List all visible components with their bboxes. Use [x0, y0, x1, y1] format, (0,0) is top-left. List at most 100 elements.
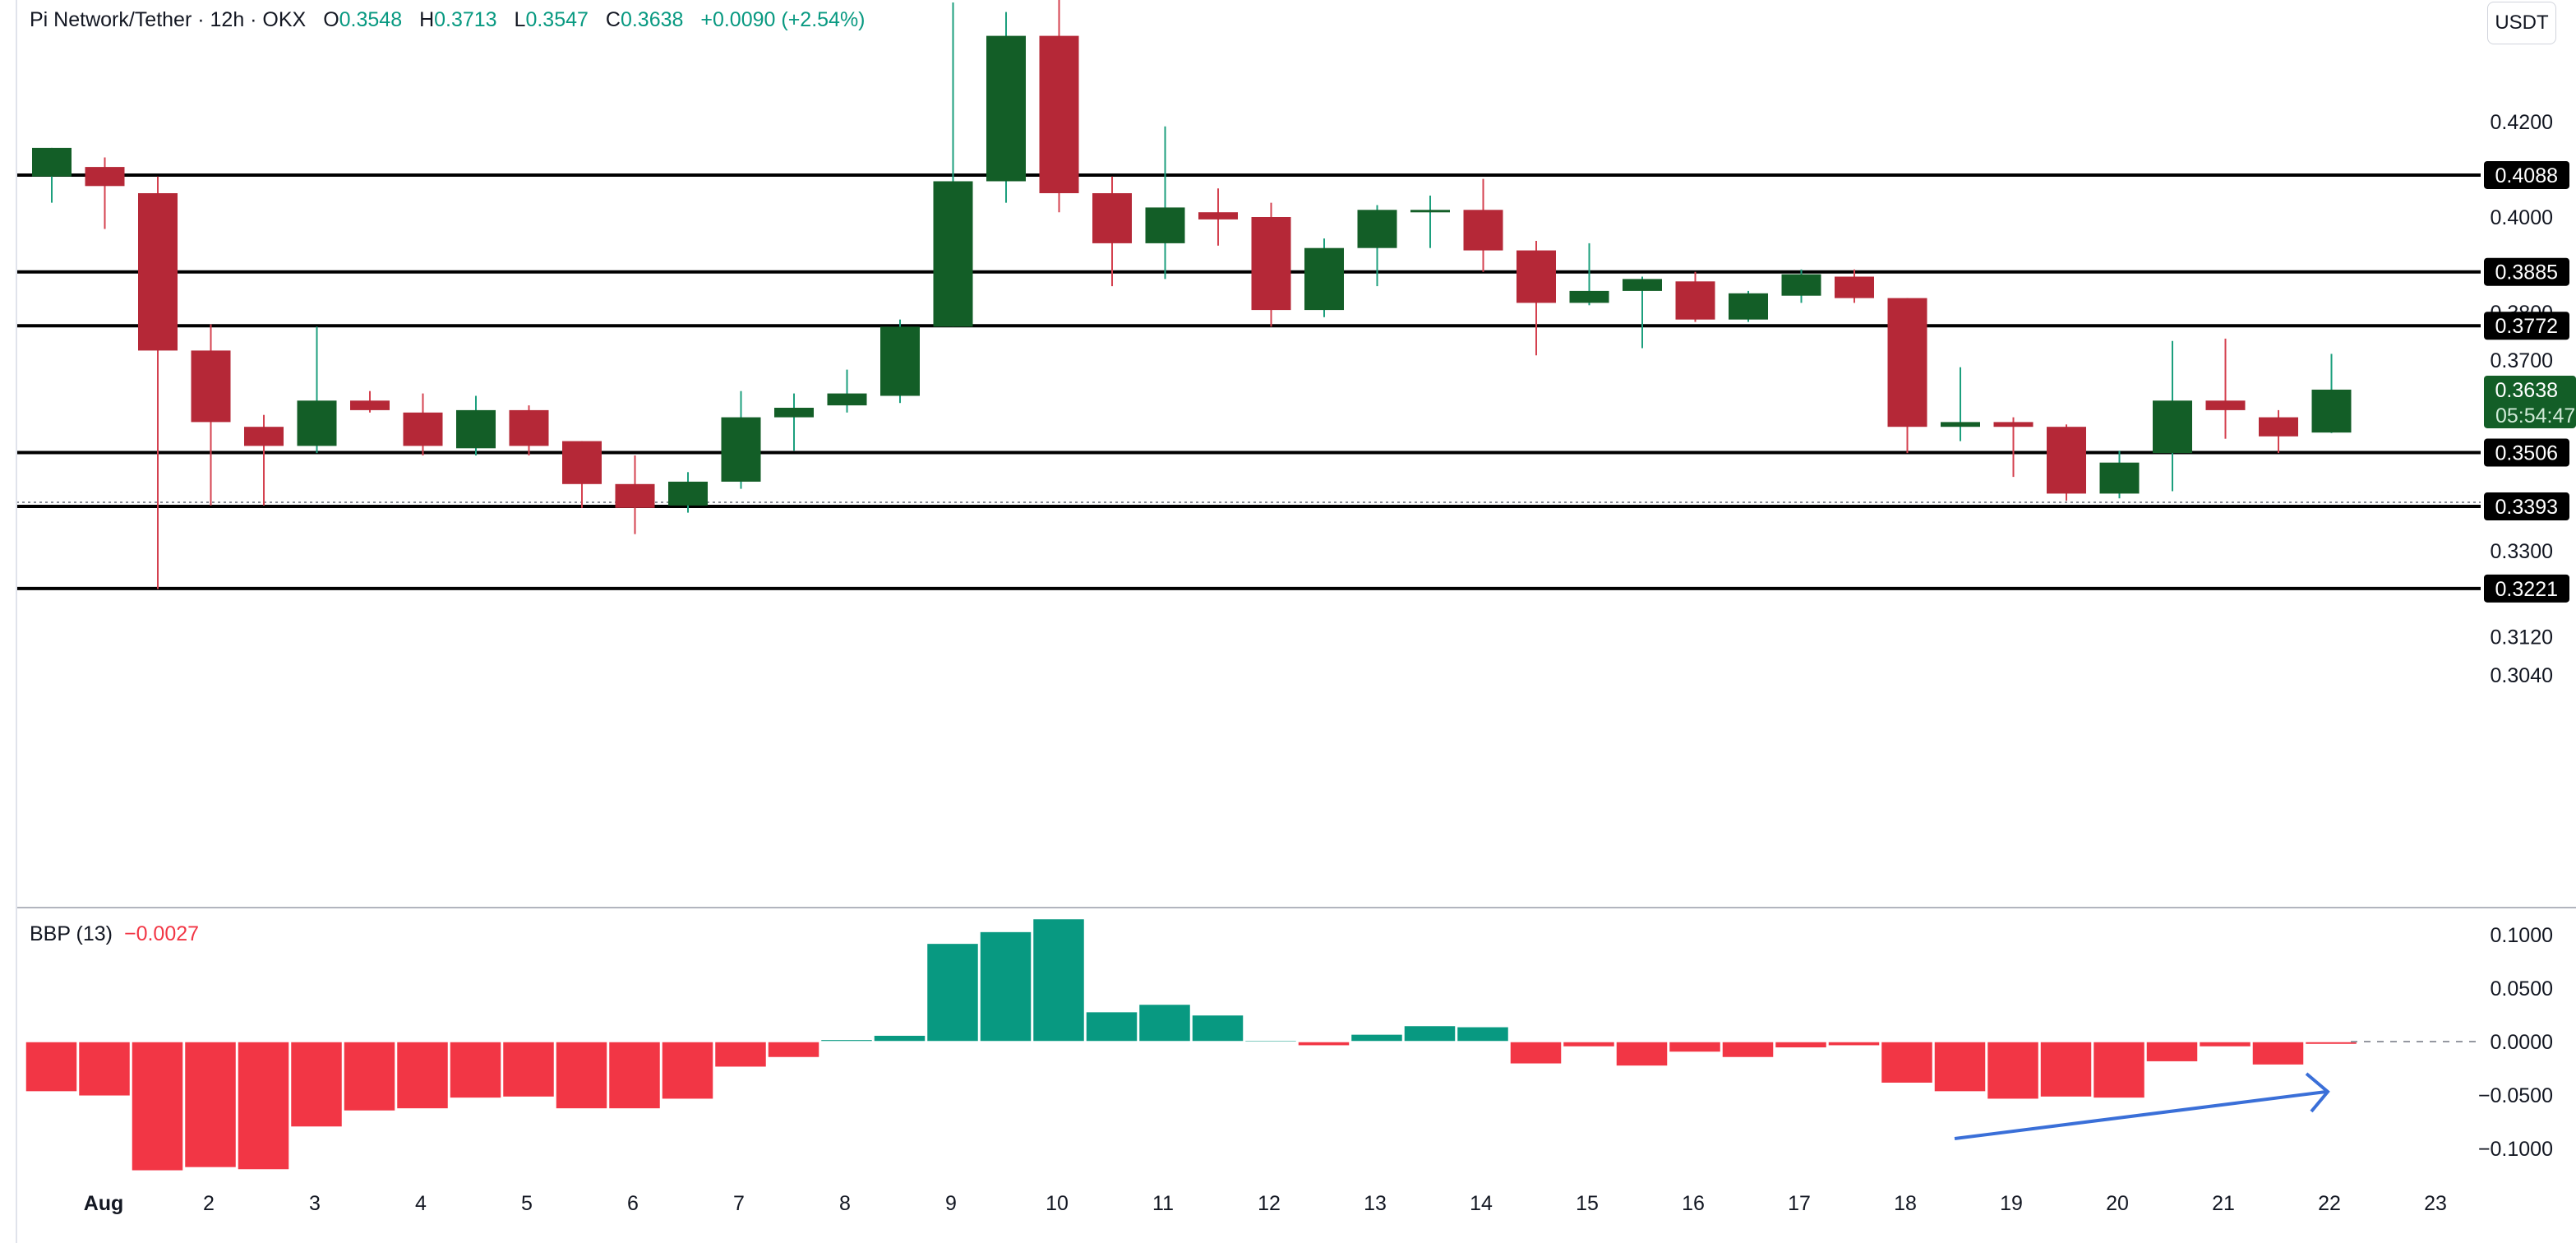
- time-tick-label: 9: [945, 1192, 957, 1215]
- current-price-text: 0.3638: [2495, 379, 2558, 402]
- price-tag-bg: [2484, 312, 2569, 340]
- bbp-bar: [1191, 1014, 1244, 1042]
- bbp-bar: [2198, 1041, 2252, 1048]
- bbp-tick-label: 0.0500: [2491, 977, 2553, 1000]
- candle-body: [721, 417, 761, 482]
- time-tick-label: 20: [2106, 1192, 2129, 1215]
- candle-body: [2153, 400, 2192, 454]
- symbol-label[interactable]: Pi Network/Tether · 12h · OKX: [30, 8, 307, 31]
- bbp-bar: [1138, 1003, 1192, 1042]
- trend-arrow: [1954, 1072, 2330, 1140]
- bbp-bar: [979, 931, 1032, 1042]
- candle-body: [1145, 207, 1185, 243]
- candle-body: [1941, 422, 1980, 427]
- time-tick-label: 2: [203, 1192, 215, 1215]
- bbp-bar: [1933, 1041, 1987, 1093]
- bbp-bar: [1032, 917, 1086, 1042]
- price-tick-label: 0.4000: [2491, 206, 2553, 229]
- bbp-bar: [1721, 1041, 1775, 1059]
- candle-body: [827, 393, 867, 406]
- candle-body: [1569, 290, 1609, 303]
- bbp-bar: [1456, 1026, 1510, 1042]
- bbp-bar: [713, 1041, 768, 1068]
- price-tick-label: 0.4200: [2491, 111, 2553, 134]
- time-tick-label: 6: [627, 1192, 639, 1215]
- open-label: O: [323, 8, 339, 31]
- legend-header: Pi Network/Tether · 12h · OKX O0.3548 H0…: [30, 8, 866, 32]
- bbp-bar: [926, 942, 980, 1042]
- bbp-bar: [1986, 1041, 2040, 1100]
- bbp-bar: [1668, 1041, 1722, 1053]
- bbp-bar: [183, 1041, 238, 1169]
- candle-body: [562, 441, 602, 484]
- bbp-bar: [2145, 1041, 2199, 1063]
- price-tag-bg: [2484, 574, 2569, 603]
- close-label: C: [605, 8, 621, 31]
- candle-body: [933, 181, 973, 327]
- time-tick-label: 19: [2000, 1192, 2023, 1215]
- bbp-bar: [2092, 1041, 2146, 1099]
- currency-unit-button[interactable]: USDT: [2487, 2, 2556, 44]
- bbp-bar: [289, 1041, 344, 1128]
- bbp-label[interactable]: BBP (13): [30, 922, 113, 945]
- level-price-tag: 0.3393: [2484, 492, 2569, 521]
- bbp-bar: [449, 1041, 502, 1099]
- price-tag-text: 0.3885: [2495, 261, 2558, 284]
- bbp-bar: [1615, 1041, 1669, 1067]
- bbp-tick-label: 0.0000: [2491, 1031, 2553, 1054]
- time-tick-label: 4: [415, 1192, 427, 1215]
- close-value: 0.3638: [620, 8, 684, 31]
- bbp-bar: [2251, 1041, 2305, 1066]
- level-price-tag: 0.3885: [2484, 257, 2569, 286]
- price-tag-bg: [2484, 160, 2569, 189]
- bbp-bar: [131, 1041, 184, 1172]
- candle-body: [2205, 400, 2246, 410]
- candle-body: [138, 193, 178, 351]
- time-tick-label: 10: [1046, 1192, 1069, 1215]
- price-tag-text: 0.3393: [2495, 496, 2558, 519]
- bbp-bar: [395, 1041, 450, 1110]
- candle-body: [1675, 281, 1715, 320]
- support-resistance-lines: [16, 173, 2481, 590]
- candles: [32, 0, 2352, 589]
- time-tick-label: 18: [1894, 1192, 1917, 1215]
- current-price-bg: [2484, 375, 2576, 428]
- candle-body: [1039, 35, 1079, 193]
- price-tick-label: 0.3700: [2491, 349, 2553, 372]
- candle-body: [1198, 212, 1238, 219]
- price-tick-label: 0.3120: [2491, 626, 2553, 649]
- bbp-bar: [2039, 1041, 2093, 1098]
- bbp-bar: [2304, 1041, 2358, 1046]
- bbp-bar: [555, 1041, 608, 1110]
- candle-body: [350, 400, 390, 410]
- bbp-bar: [1774, 1041, 1828, 1049]
- time-tick-label: 17: [1788, 1192, 1811, 1215]
- time-tick-label: 16: [1682, 1192, 1705, 1215]
- bbp-legend: BBP (13) −0.0027: [30, 922, 199, 946]
- price-tag-text: 0.4088: [2495, 164, 2558, 187]
- bbp-bar: [819, 1038, 874, 1042]
- price-tag-bg: [2484, 438, 2569, 467]
- bbp-bar: [1403, 1024, 1457, 1042]
- bbp-bar: [25, 1041, 78, 1093]
- candle-body: [986, 35, 1026, 182]
- time-tick-label: 3: [309, 1192, 321, 1215]
- bbp-bar: [1297, 1041, 1350, 1047]
- candle-body: [403, 412, 443, 446]
- level-price-tag: 0.3221: [2484, 574, 2569, 603]
- time-tick-label: 23: [2424, 1192, 2447, 1215]
- time-tick-label: Aug: [84, 1192, 124, 1215]
- time-tick-label: 8: [839, 1192, 851, 1215]
- level-price-tag: 0.3772: [2484, 312, 2569, 340]
- bbp-tick-label: −0.0500: [2478, 1084, 2553, 1107]
- candle-body: [297, 400, 337, 446]
- bbp-bar: [767, 1041, 820, 1059]
- price-tick-label: 0.3040: [2491, 664, 2553, 687]
- price-tick-label: 0.3300: [2491, 540, 2553, 563]
- candle-body: [774, 408, 814, 418]
- candle-body: [1092, 193, 1132, 243]
- candle-body: [1517, 250, 1556, 303]
- candle-body: [1623, 279, 1662, 291]
- bbp-bar: [237, 1041, 290, 1171]
